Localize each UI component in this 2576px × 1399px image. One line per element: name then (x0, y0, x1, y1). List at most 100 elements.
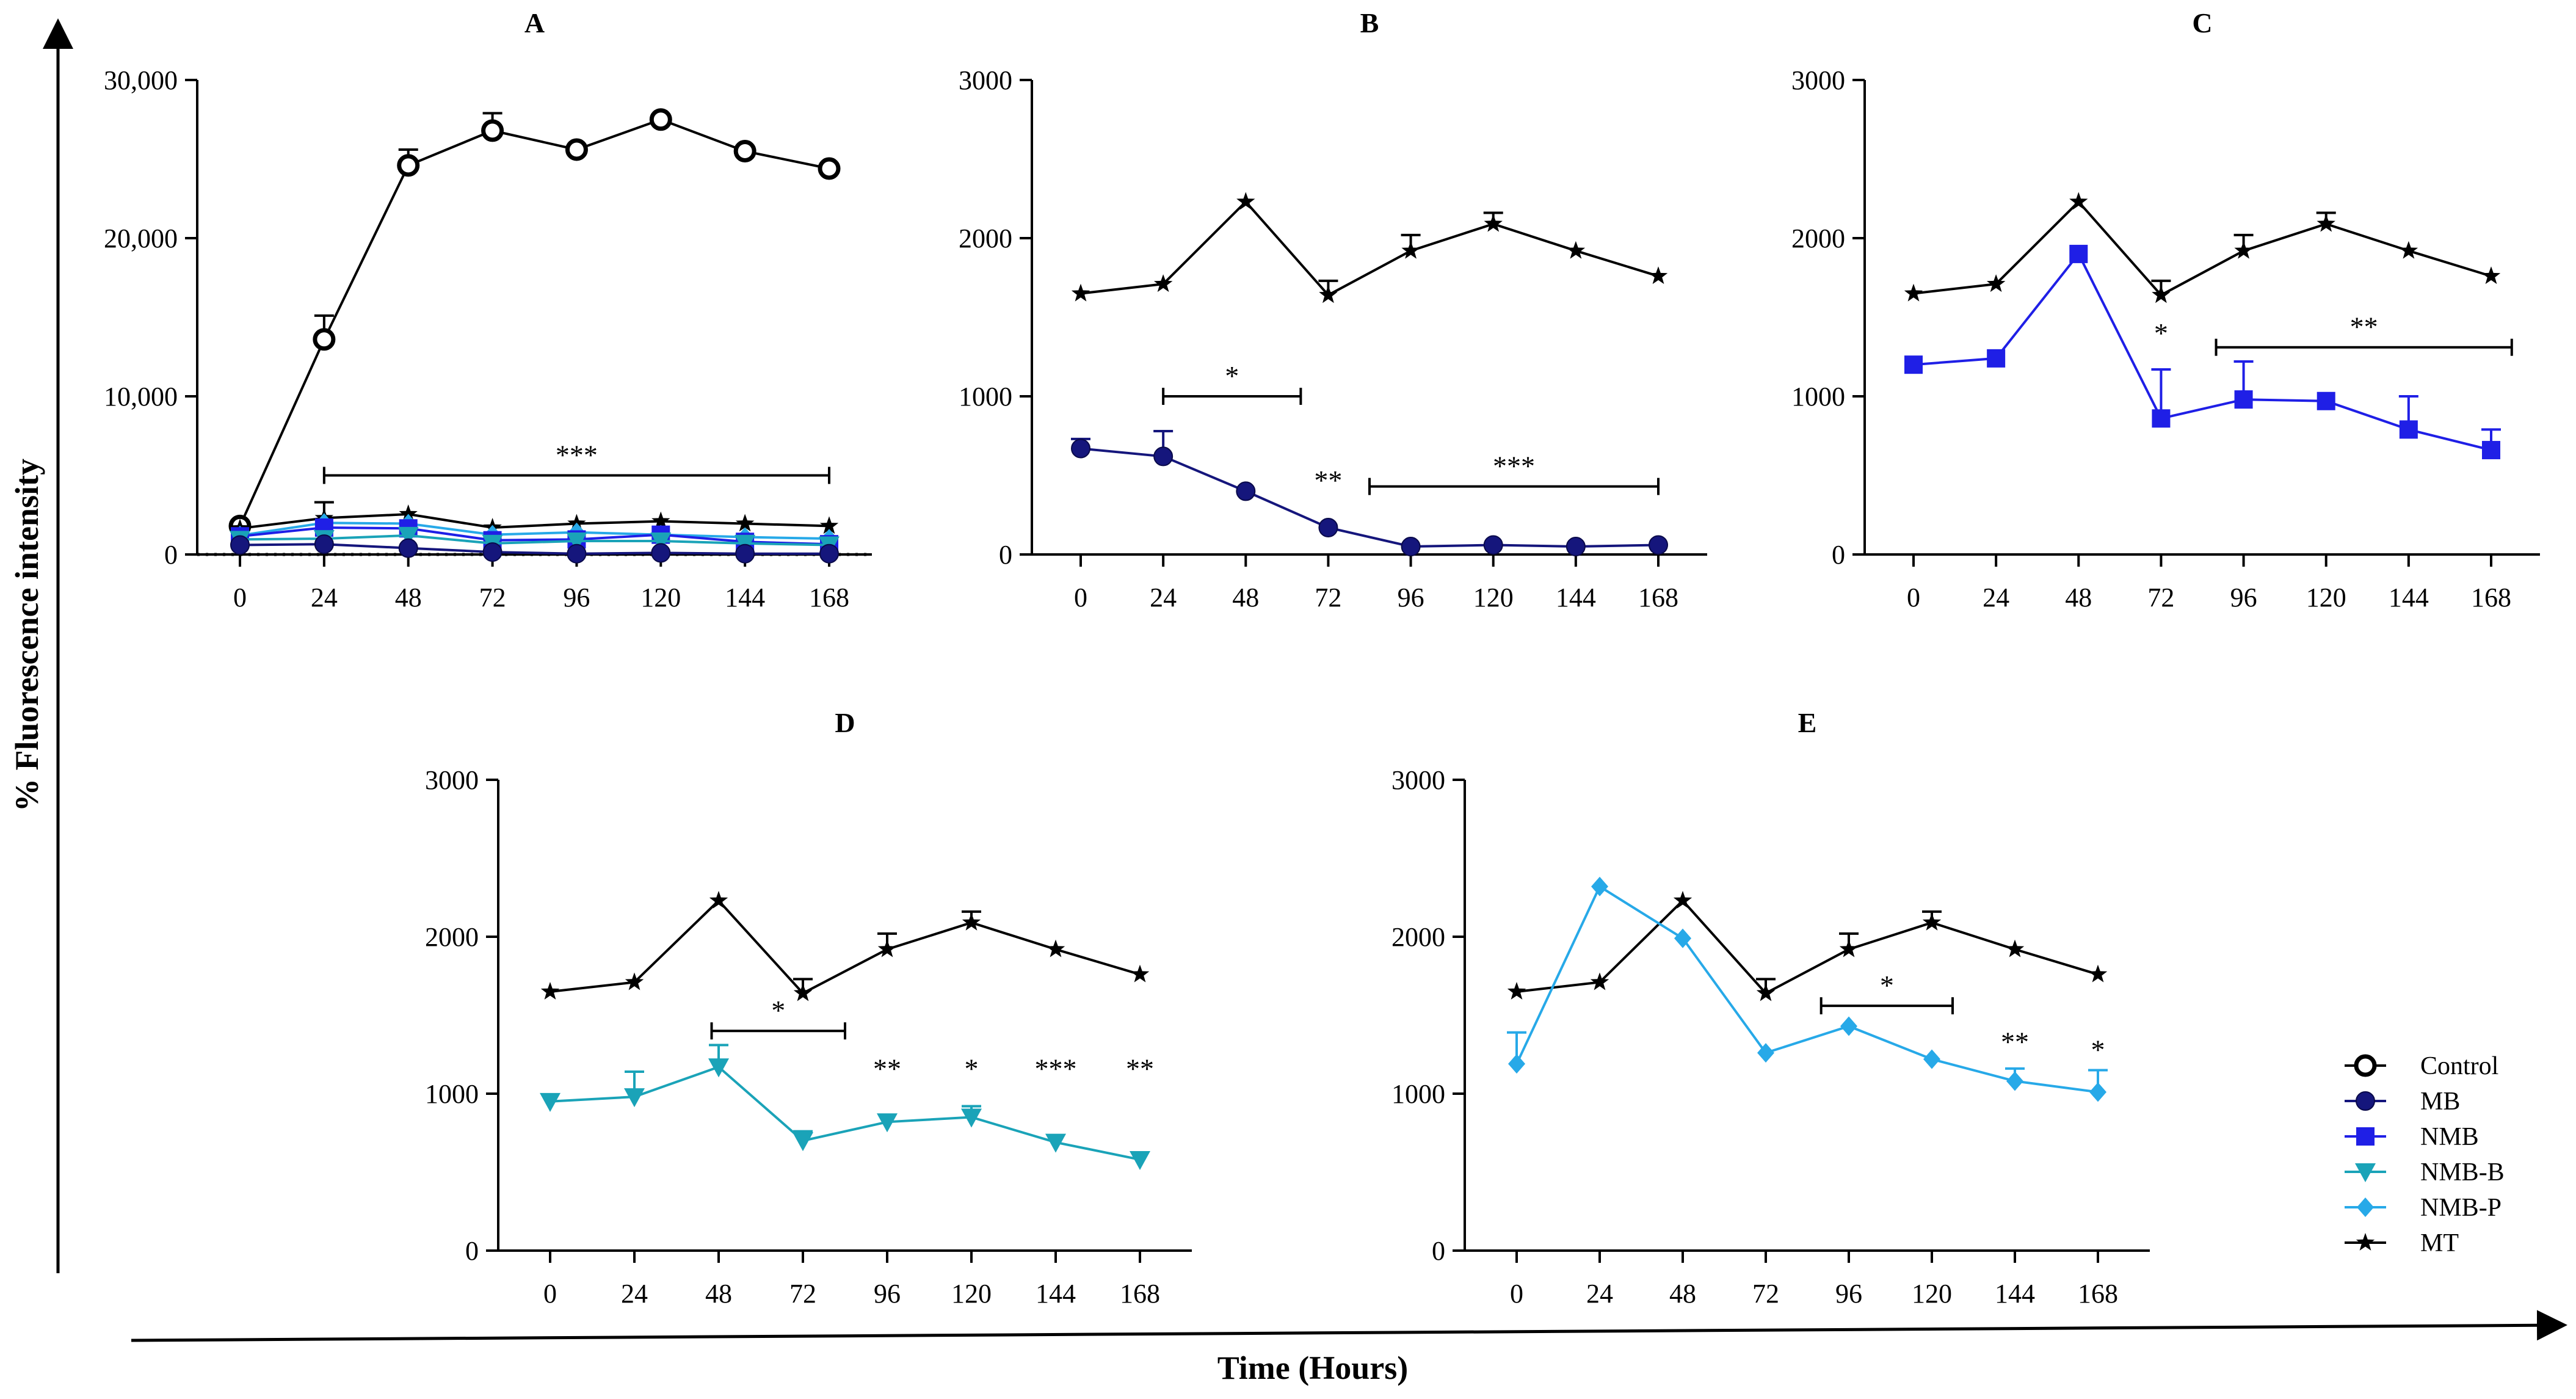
data-point (1756, 983, 1776, 1001)
x-tick-label: 144 (1995, 1279, 2035, 1309)
data-point (708, 1058, 729, 1078)
series-line (239, 512, 830, 530)
x-axis-label: Time (Hours) (1217, 1350, 1408, 1386)
data-point (877, 939, 897, 957)
data-point (1401, 537, 1421, 557)
panel-title: E (1798, 707, 1817, 738)
data-point (1153, 446, 1174, 467)
data-point (735, 543, 755, 564)
data-point (1591, 876, 1608, 896)
x-tick-label: 0 (1907, 583, 1920, 612)
x-tick-label: 24 (1150, 583, 1177, 612)
x-tick-label: 144 (725, 583, 765, 612)
legend: Control MB NMB NMB-B NMB-P MT (2345, 1052, 2505, 1257)
legend-marker (2357, 1197, 2374, 1217)
series-mt (1071, 192, 1668, 303)
data-point (651, 543, 671, 563)
x-tick-label: 48 (705, 1279, 732, 1309)
y-tick-label: 1000 (1391, 1079, 1445, 1109)
data-point (962, 912, 981, 931)
x-tick-label: 24 (1586, 1279, 1613, 1309)
series-line (1913, 200, 2492, 297)
series-line (550, 899, 1141, 995)
data-point (2234, 241, 2253, 259)
data-point (397, 154, 420, 177)
x-tick-label: 96 (2230, 583, 2257, 612)
y-tick-label: 0 (465, 1236, 479, 1266)
data-point (1071, 438, 1090, 459)
data-point (2152, 285, 2171, 303)
significance-label: ** (1314, 465, 1342, 496)
data-point (1236, 192, 1255, 210)
y-tick-label: 20,000 (104, 223, 178, 253)
y-tick-label: 2000 (1391, 922, 1445, 952)
legend-marker (2356, 1127, 2375, 1146)
x-tick-label: 120 (2306, 583, 2346, 612)
panel-title: D (835, 707, 855, 738)
significance-annotation: *** (1368, 451, 1660, 495)
y-tick-label: 30,000 (104, 65, 178, 95)
data-point (230, 535, 250, 555)
data-point (399, 504, 418, 522)
data-point (1401, 241, 1420, 259)
panel-title: B (1360, 7, 1379, 38)
data-point (1153, 274, 1173, 293)
data-point (1130, 1150, 1150, 1170)
data-point (567, 543, 587, 564)
panel-title: C (2192, 7, 2212, 38)
data-point (1649, 266, 1668, 285)
data-point (2088, 964, 2108, 983)
data-point (818, 157, 841, 180)
x-tick-label: 72 (1752, 1279, 1779, 1309)
significance-annotation: ** (2001, 1027, 2029, 1058)
data-point (1071, 283, 1090, 302)
series-line (1913, 252, 2492, 452)
data-point (624, 1088, 645, 1108)
x-tick-label: 144 (1556, 583, 1596, 612)
legend-marker (2356, 1091, 2375, 1111)
series-line (239, 543, 829, 555)
legend-label: MB (2420, 1088, 2460, 1116)
data-point (819, 543, 839, 564)
data-point (1987, 349, 2006, 368)
data-point (1566, 241, 1586, 259)
data-point (1757, 1043, 1774, 1063)
x-tick-label: 0 (233, 583, 247, 612)
significance-label: * (1880, 970, 1894, 1001)
legend-label: NMB (2420, 1123, 2479, 1151)
data-point (2069, 244, 2088, 263)
y-tick-label: 2000 (1791, 223, 1845, 253)
series-line (1080, 447, 1659, 548)
data-point (1507, 982, 1526, 1000)
x-tick-label: 96 (1835, 1279, 1862, 1309)
data-point (793, 1132, 813, 1152)
data-point (2399, 420, 2418, 439)
y-tick-label: 3000 (959, 65, 1012, 95)
y-tick-label: 10,000 (104, 382, 178, 412)
significance-annotation: ** (1126, 1053, 1154, 1084)
series-mb (230, 534, 839, 564)
data-point (1318, 517, 1338, 537)
y-tick-label: 1000 (959, 382, 1012, 412)
x-tick-label: 120 (951, 1279, 992, 1309)
data-point (540, 1092, 561, 1112)
x-tick-label: 48 (1232, 583, 1259, 612)
legend-label: Control (2420, 1052, 2498, 1080)
series-line (239, 118, 830, 527)
x-tick-label: 168 (2078, 1279, 2118, 1309)
data-point (649, 108, 672, 131)
x-tick-label: 24 (1983, 583, 2009, 612)
data-point (1045, 1133, 1066, 1153)
data-point (2006, 1071, 2023, 1091)
data-point (1904, 355, 1923, 374)
significance-label: ** (2350, 311, 2378, 343)
data-point (1839, 939, 1859, 957)
legend-item-mb: MB (2345, 1088, 2460, 1116)
significance-label: *** (1493, 451, 1535, 482)
data-point (625, 972, 644, 990)
series-mt (1507, 890, 2108, 1001)
